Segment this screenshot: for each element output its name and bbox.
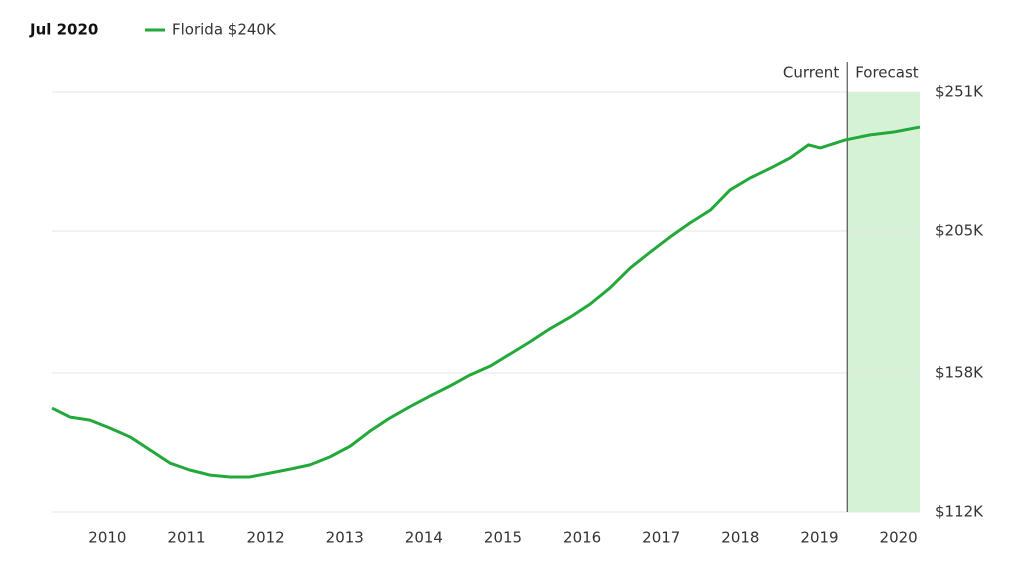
date-label: Jul 2020 (29, 21, 98, 39)
y-tick-label: $112K (935, 503, 984, 521)
current-label: Current (783, 64, 839, 82)
x-tick-label: 2018 (721, 529, 759, 547)
x-tick-label: 2017 (642, 529, 680, 547)
x-tick-label: 2020 (880, 529, 918, 547)
y-tick-label: $158K (935, 364, 984, 382)
x-tick-label: 2012 (247, 529, 285, 547)
y-tick-label: $205K (935, 221, 984, 239)
x-tick-label: 2011 (167, 529, 205, 547)
forecast-label: Forecast (855, 64, 919, 82)
x-tick-label: 2014 (405, 529, 443, 547)
data-line (51, 125, 921, 479)
x-tick-label: 2015 (484, 529, 522, 547)
x-tick-label: 2016 (563, 529, 601, 547)
x-tick-label: 2013 (326, 529, 364, 547)
x-tick-label: 2010 (88, 529, 126, 547)
legend-label: Florida $240K (172, 21, 277, 39)
x-tick-label: 2019 (800, 529, 838, 547)
forecast-region (847, 92, 920, 512)
y-tick-label: $251K (935, 83, 984, 101)
